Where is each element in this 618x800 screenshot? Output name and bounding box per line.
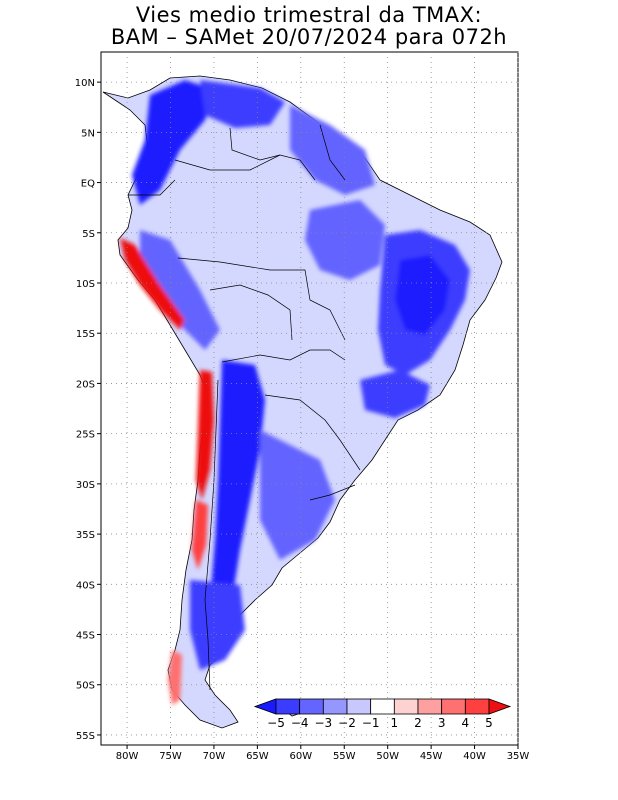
y-tick-label: 50S bbox=[76, 681, 95, 692]
colorbar-label: 4 bbox=[462, 716, 470, 730]
country-borders bbox=[128, 124, 361, 691]
y-tick-label: 40S bbox=[76, 580, 95, 591]
cool-bias-southeast-brazil bbox=[360, 370, 430, 418]
x-tick-label: 75W bbox=[159, 751, 182, 762]
y-tick-label: 5S bbox=[82, 229, 95, 240]
colorbar-box bbox=[393, 698, 419, 715]
y-tick-label: 55S bbox=[76, 731, 95, 742]
y-tick-label: 15S bbox=[76, 329, 95, 340]
colorbar-box bbox=[322, 698, 348, 715]
cool-bias-patagonia bbox=[190, 580, 245, 670]
colorbar-box bbox=[299, 698, 324, 715]
y-tick-label: 10N bbox=[75, 78, 95, 89]
x-tick-label: 80W bbox=[116, 751, 139, 762]
colorbar-box bbox=[441, 698, 466, 715]
x-tick-label: 55W bbox=[333, 751, 356, 762]
cool-bias-amazon-east bbox=[305, 200, 385, 280]
colorbar-label: 3 bbox=[438, 716, 446, 730]
y-tick-label: 25S bbox=[76, 430, 95, 441]
colorbar-label: 2 bbox=[414, 716, 422, 730]
x-tick-label: 70W bbox=[203, 751, 226, 762]
colorbar-label: −1 bbox=[362, 716, 380, 730]
y-tick-label: 10S bbox=[76, 279, 95, 290]
x-tick-label: 45W bbox=[420, 751, 443, 762]
cool-bias-pampas bbox=[260, 430, 335, 560]
x-tick-label: 40W bbox=[463, 751, 486, 762]
cool-bias-andes-west bbox=[140, 230, 220, 350]
warm-bias-chile-north bbox=[196, 370, 214, 500]
cool-bias-colombia bbox=[132, 80, 215, 205]
y-tick-label: 5N bbox=[81, 128, 95, 139]
colorbar-label: 1 bbox=[391, 716, 399, 730]
warm-bias-chile-south bbox=[168, 650, 182, 705]
colorbar-label: −3 bbox=[314, 716, 332, 730]
y-tick-label: 20S bbox=[76, 379, 95, 390]
x-tick-label: 65W bbox=[246, 751, 269, 762]
colorbar-box bbox=[417, 698, 443, 715]
map-frame bbox=[100, 51, 519, 746]
grid-lines bbox=[101, 52, 519, 745]
axis-ticks: 80W 75W 70W 65W 60W 55W 50W 45W 40W 35W 10N 5N EQ 5S 1… bbox=[75, 78, 530, 762]
y-tick-label: 35S bbox=[76, 530, 95, 541]
cool-bias-guiana bbox=[290, 105, 375, 195]
y-tick-label: EQ bbox=[81, 179, 95, 190]
colorbar-label: −5 bbox=[267, 716, 285, 730]
color-legend: −5 −4 −3 −2 −1 1 2 3 4 5 bbox=[253, 698, 512, 730]
y-tick-label: 30S bbox=[76, 480, 95, 491]
colorbar-label: 5 bbox=[485, 716, 493, 730]
map-title-line1: Vies medio trimestral da TMAX: bbox=[135, 3, 483, 27]
colorbar-box bbox=[346, 698, 372, 715]
strong-cool-bias-northeast bbox=[395, 255, 450, 335]
warm-bias-peru-coast bbox=[120, 238, 185, 330]
colorbar-label: −2 bbox=[338, 716, 356, 730]
cool-bias-argentina bbox=[210, 360, 265, 630]
colorbar-upper-extend bbox=[488, 698, 512, 715]
x-tick-label: 35W bbox=[507, 751, 530, 762]
cool-bias-venezuela bbox=[200, 80, 285, 128]
x-tick-label: 60W bbox=[290, 751, 313, 762]
map-title-line2: BAM – SAMet 20/07/2024 para 072h bbox=[110, 25, 508, 49]
y-tick-label: 45S bbox=[76, 631, 95, 642]
colorbar-box bbox=[464, 698, 490, 715]
colorbar-box bbox=[370, 698, 395, 715]
warm-bias-chile-central bbox=[192, 500, 208, 570]
colorbar-box bbox=[275, 698, 301, 715]
x-tick-label: 50W bbox=[376, 751, 399, 762]
colorbar-label: −4 bbox=[291, 716, 309, 730]
